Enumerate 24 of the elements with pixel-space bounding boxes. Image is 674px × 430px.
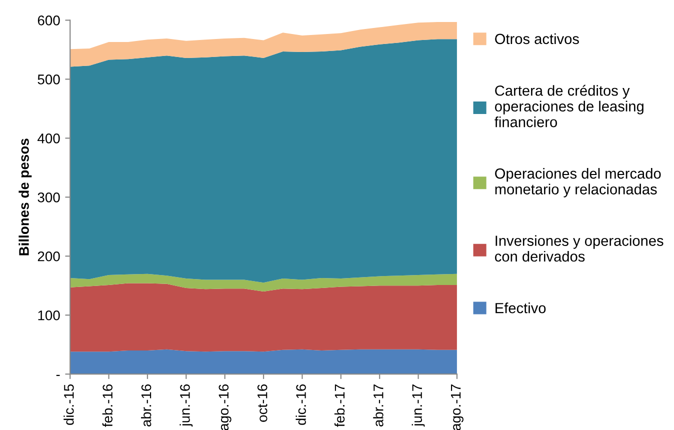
x-tick-label: feb.-17 — [334, 384, 345, 427]
legend-label: Otros activos — [495, 33, 579, 44]
y-tick-label: 100 — [38, 310, 60, 320]
legend-label: Inversiones y operaciones con derivados — [495, 235, 664, 262]
y-tick-label: 400 — [38, 134, 60, 144]
x-tick-label: oct-16 — [257, 384, 268, 422]
x-tick-label: ago.-17 — [451, 384, 464, 430]
y-axis-title: Billones de pesos — [18, 138, 32, 256]
legend-label: Efectivo — [496, 302, 546, 314]
y-tick-label: 300 — [38, 192, 60, 202]
legend-label: Cartera de créditos y operaciones de leasing financiero — [494, 84, 644, 128]
x-tick-label: feb.-16 — [102, 384, 113, 427]
x-tick-label: abr.-17 — [373, 384, 384, 426]
y-tick-label: 500 — [38, 74, 60, 84]
x-tick-label: jun.-16 — [180, 384, 193, 427]
y-tick-label: 600 — [38, 16, 60, 26]
y-tick-label: 200 — [38, 251, 60, 262]
x-tick-label: dic.-16 — [296, 384, 306, 425]
x-tick-label: abr.-16 — [141, 384, 152, 426]
y-tick-label: - — [56, 374, 60, 376]
legend-label: Operaciones del mercado monetario y relacionadas — [495, 168, 661, 198]
x-tick-label: ago.-16 — [218, 384, 232, 430]
x-tick-label: jun.-17 — [412, 384, 425, 427]
x-tick-label: dic.-15 — [64, 384, 74, 425]
